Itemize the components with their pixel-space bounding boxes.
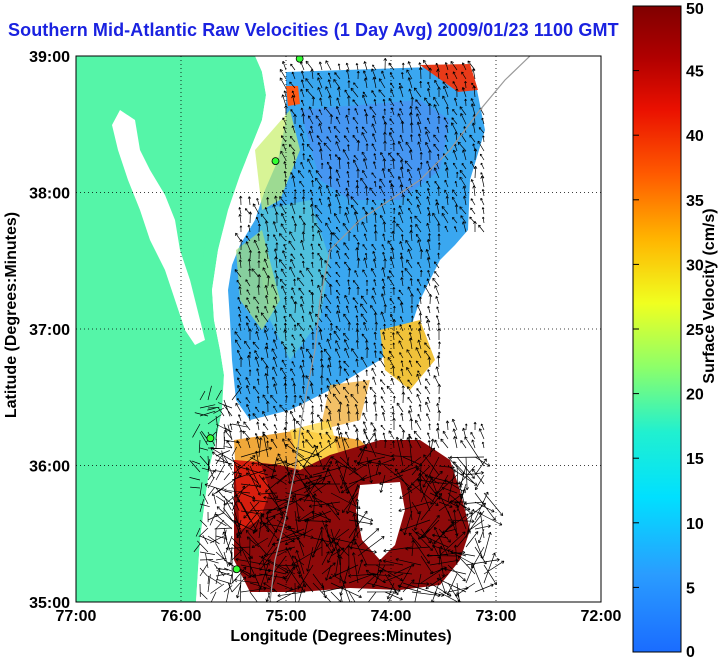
x-tick-label: 75:00	[266, 608, 307, 625]
shelf-contour	[269, 56, 531, 602]
station-markers	[206, 56, 304, 574]
y-axis-title: Latitude (Degrees:Minutes)	[3, 212, 20, 418]
x-axis-title: Longitude (Degrees:Minutes)	[230, 628, 451, 645]
coastal-water	[196, 72, 290, 602]
station-4-marker	[232, 565, 241, 574]
station-3-marker	[206, 434, 215, 443]
x-tick-label: 74:00	[371, 608, 412, 625]
arrow-path	[189, 58, 505, 602]
y-tick-labels: 39:00 38:00 37:00 36:00 35:00	[29, 49, 70, 612]
y-tick-label: 37:00	[29, 322, 70, 339]
x-tick-labels: 77:00 76:00 75:00 74:00 73:00 72:00	[56, 608, 622, 625]
velocity-field	[228, 64, 485, 592]
velocity-arrows	[189, 58, 505, 602]
plot-frame	[75, 55, 602, 603]
station-2-marker	[271, 157, 280, 166]
x-tick-label: 73:00	[476, 608, 517, 625]
station-1-marker	[295, 56, 304, 63]
x-tick-label: 72:00	[581, 608, 622, 625]
y-tick-label: 39:00	[29, 49, 70, 66]
x-tick-label: 76:00	[161, 608, 202, 625]
peninsula	[200, 110, 250, 300]
y-tick-label: 35:00	[29, 595, 70, 612]
y-tick-label: 36:00	[29, 459, 70, 476]
y-tick-label: 38:00	[29, 186, 70, 203]
map-grid	[76, 56, 601, 602]
bay-water	[112, 110, 205, 345]
x-tick-label: 77:00	[56, 608, 97, 625]
map-title: Southern Mid-Atlantic Raw Velocities (1 …	[8, 20, 619, 40]
